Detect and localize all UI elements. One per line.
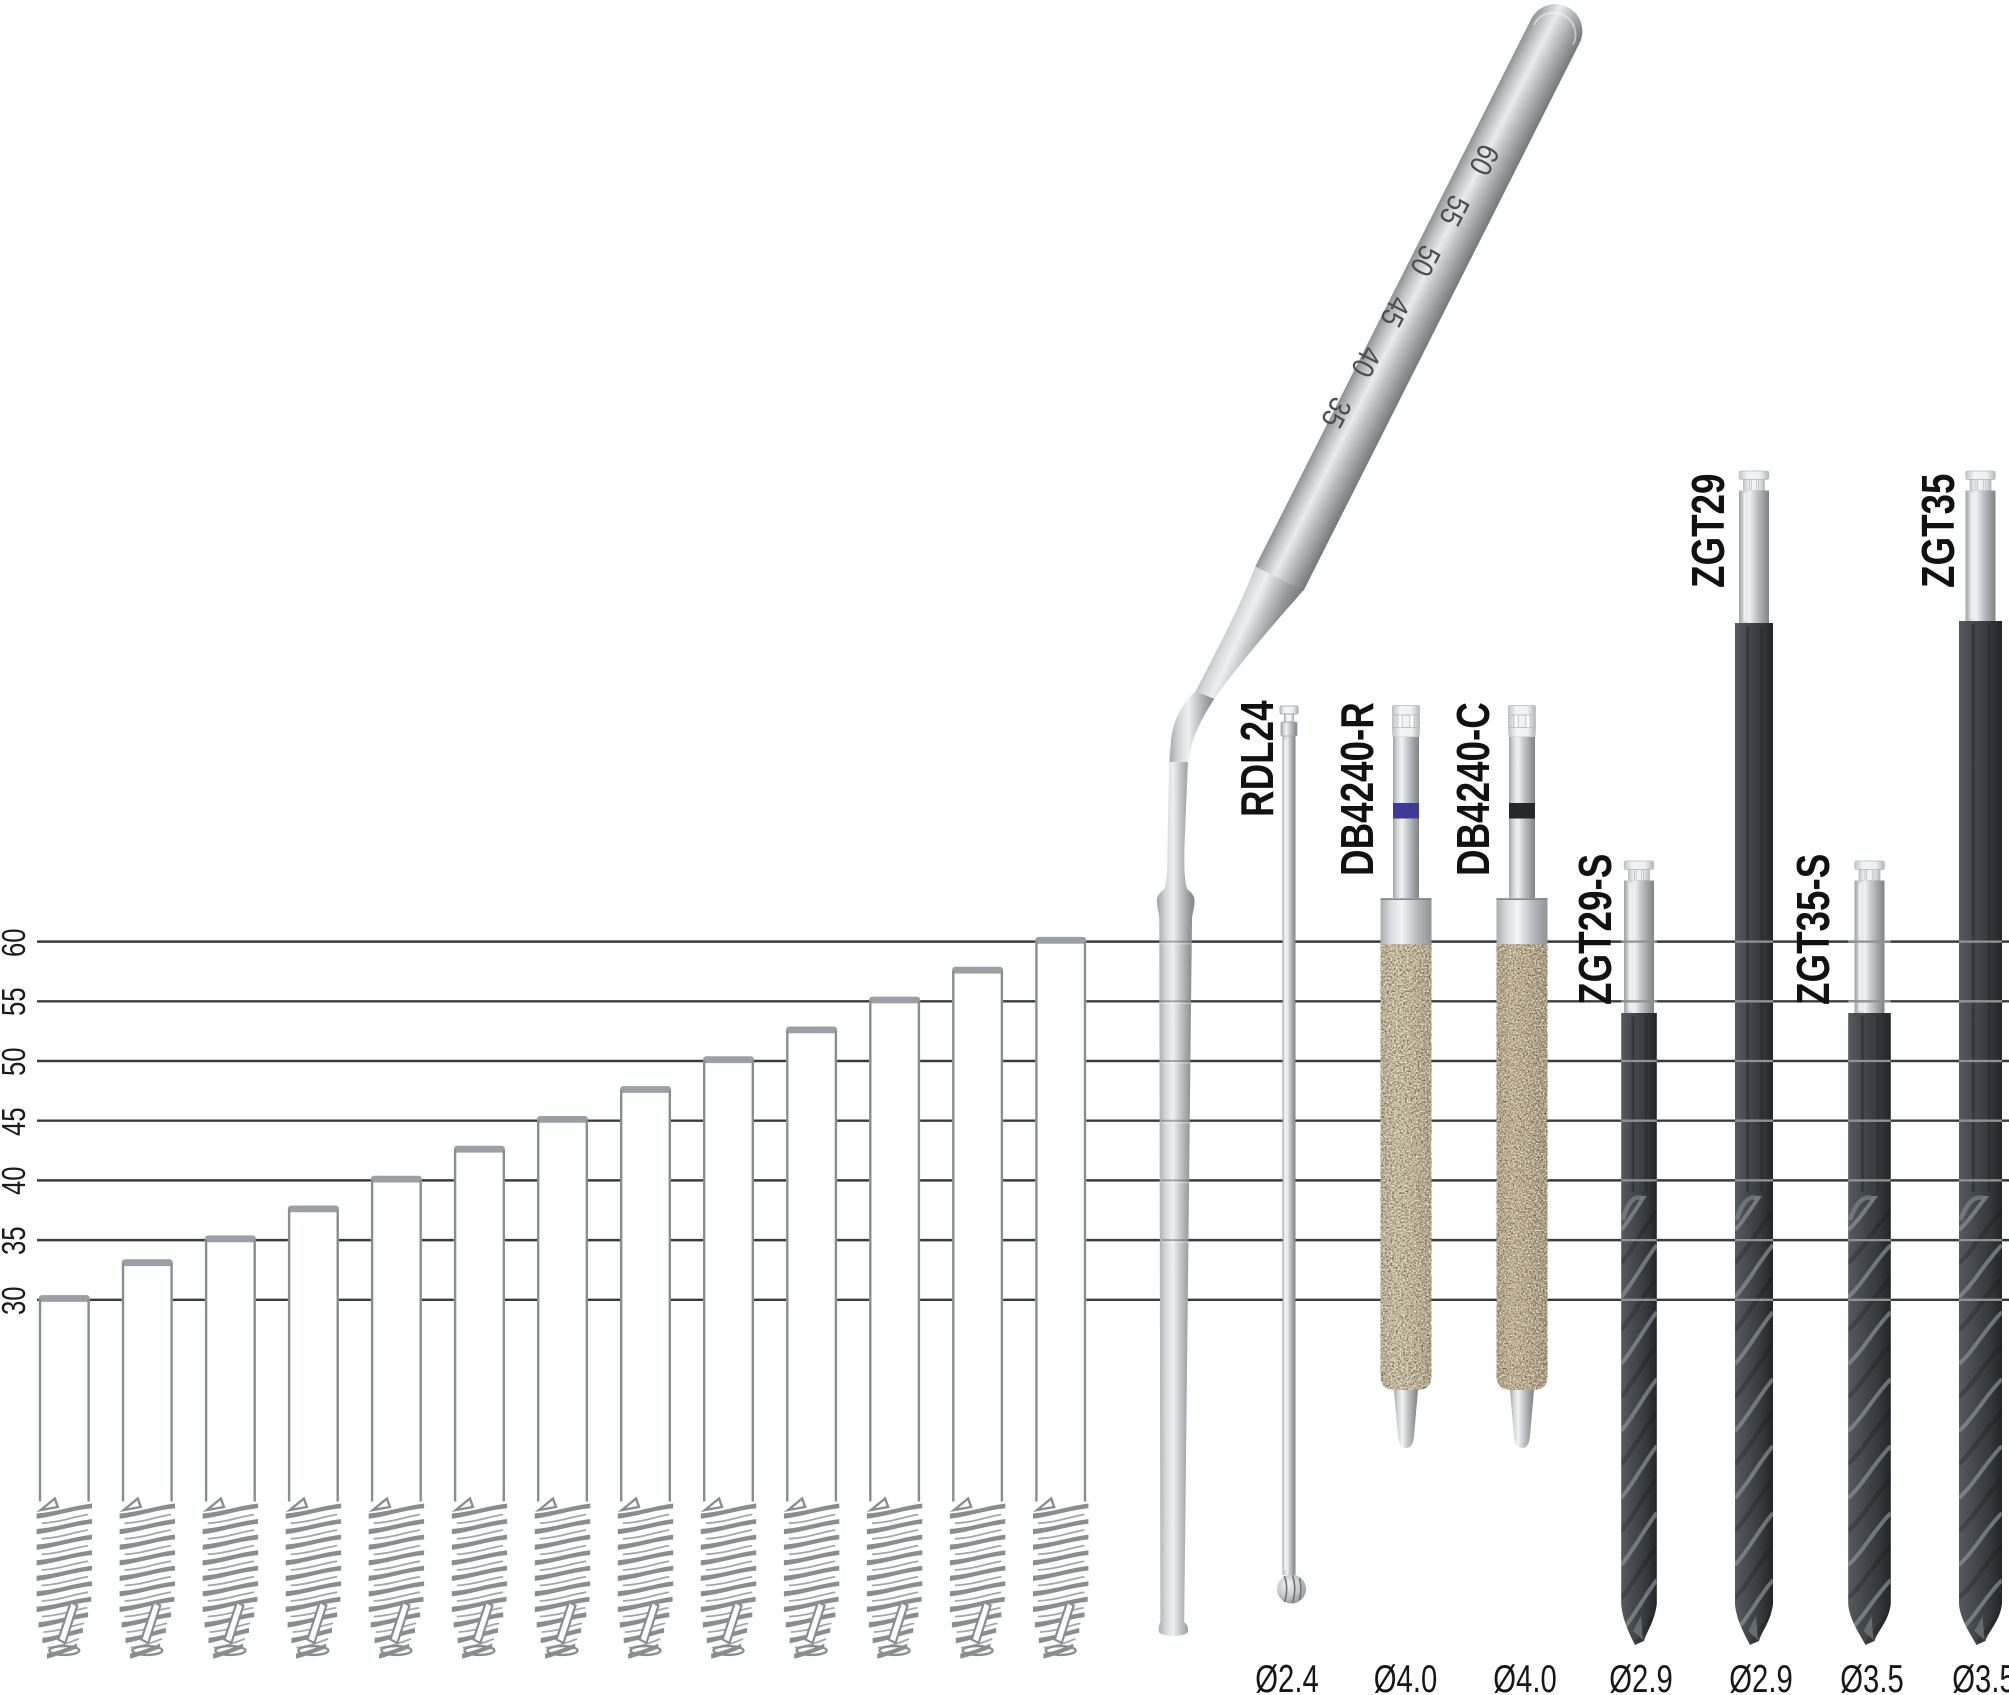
svg-text:Ø3.5: Ø3.5 — [1952, 1658, 2009, 1695]
svg-text:40: 40 — [0, 1166, 33, 1195]
svg-text:DB4240-R: DB4240-R — [1331, 702, 1383, 876]
svg-text:30: 30 — [0, 1286, 33, 1315]
svg-text:55: 55 — [0, 987, 33, 1016]
svg-text:Ø2.9: Ø2.9 — [1609, 1658, 1672, 1695]
svg-text:Ø2.9: Ø2.9 — [1729, 1658, 1792, 1695]
svg-text:RDL24: RDL24 — [1231, 700, 1283, 817]
svg-text:45: 45 — [0, 1107, 33, 1136]
svg-text:DB4240-C: DB4240-C — [1447, 702, 1499, 876]
svg-text:50: 50 — [0, 1047, 33, 1076]
svg-text:Ø4.0: Ø4.0 — [1493, 1658, 1556, 1695]
svg-text:35: 35 — [0, 1226, 33, 1255]
svg-text:Ø2.4: Ø2.4 — [1255, 1658, 1318, 1695]
svg-text:ZGT35-S: ZGT35-S — [1787, 854, 1839, 1005]
svg-text:ZGT35: ZGT35 — [1912, 474, 1964, 588]
svg-text:ZGT29-S: ZGT29-S — [1569, 854, 1621, 1005]
svg-text:Ø4.0: Ø4.0 — [1374, 1658, 1437, 1695]
svg-text:Ø3.5: Ø3.5 — [1840, 1658, 1903, 1695]
svg-text:60: 60 — [0, 928, 33, 957]
svg-text:ZGT29: ZGT29 — [1682, 474, 1734, 588]
